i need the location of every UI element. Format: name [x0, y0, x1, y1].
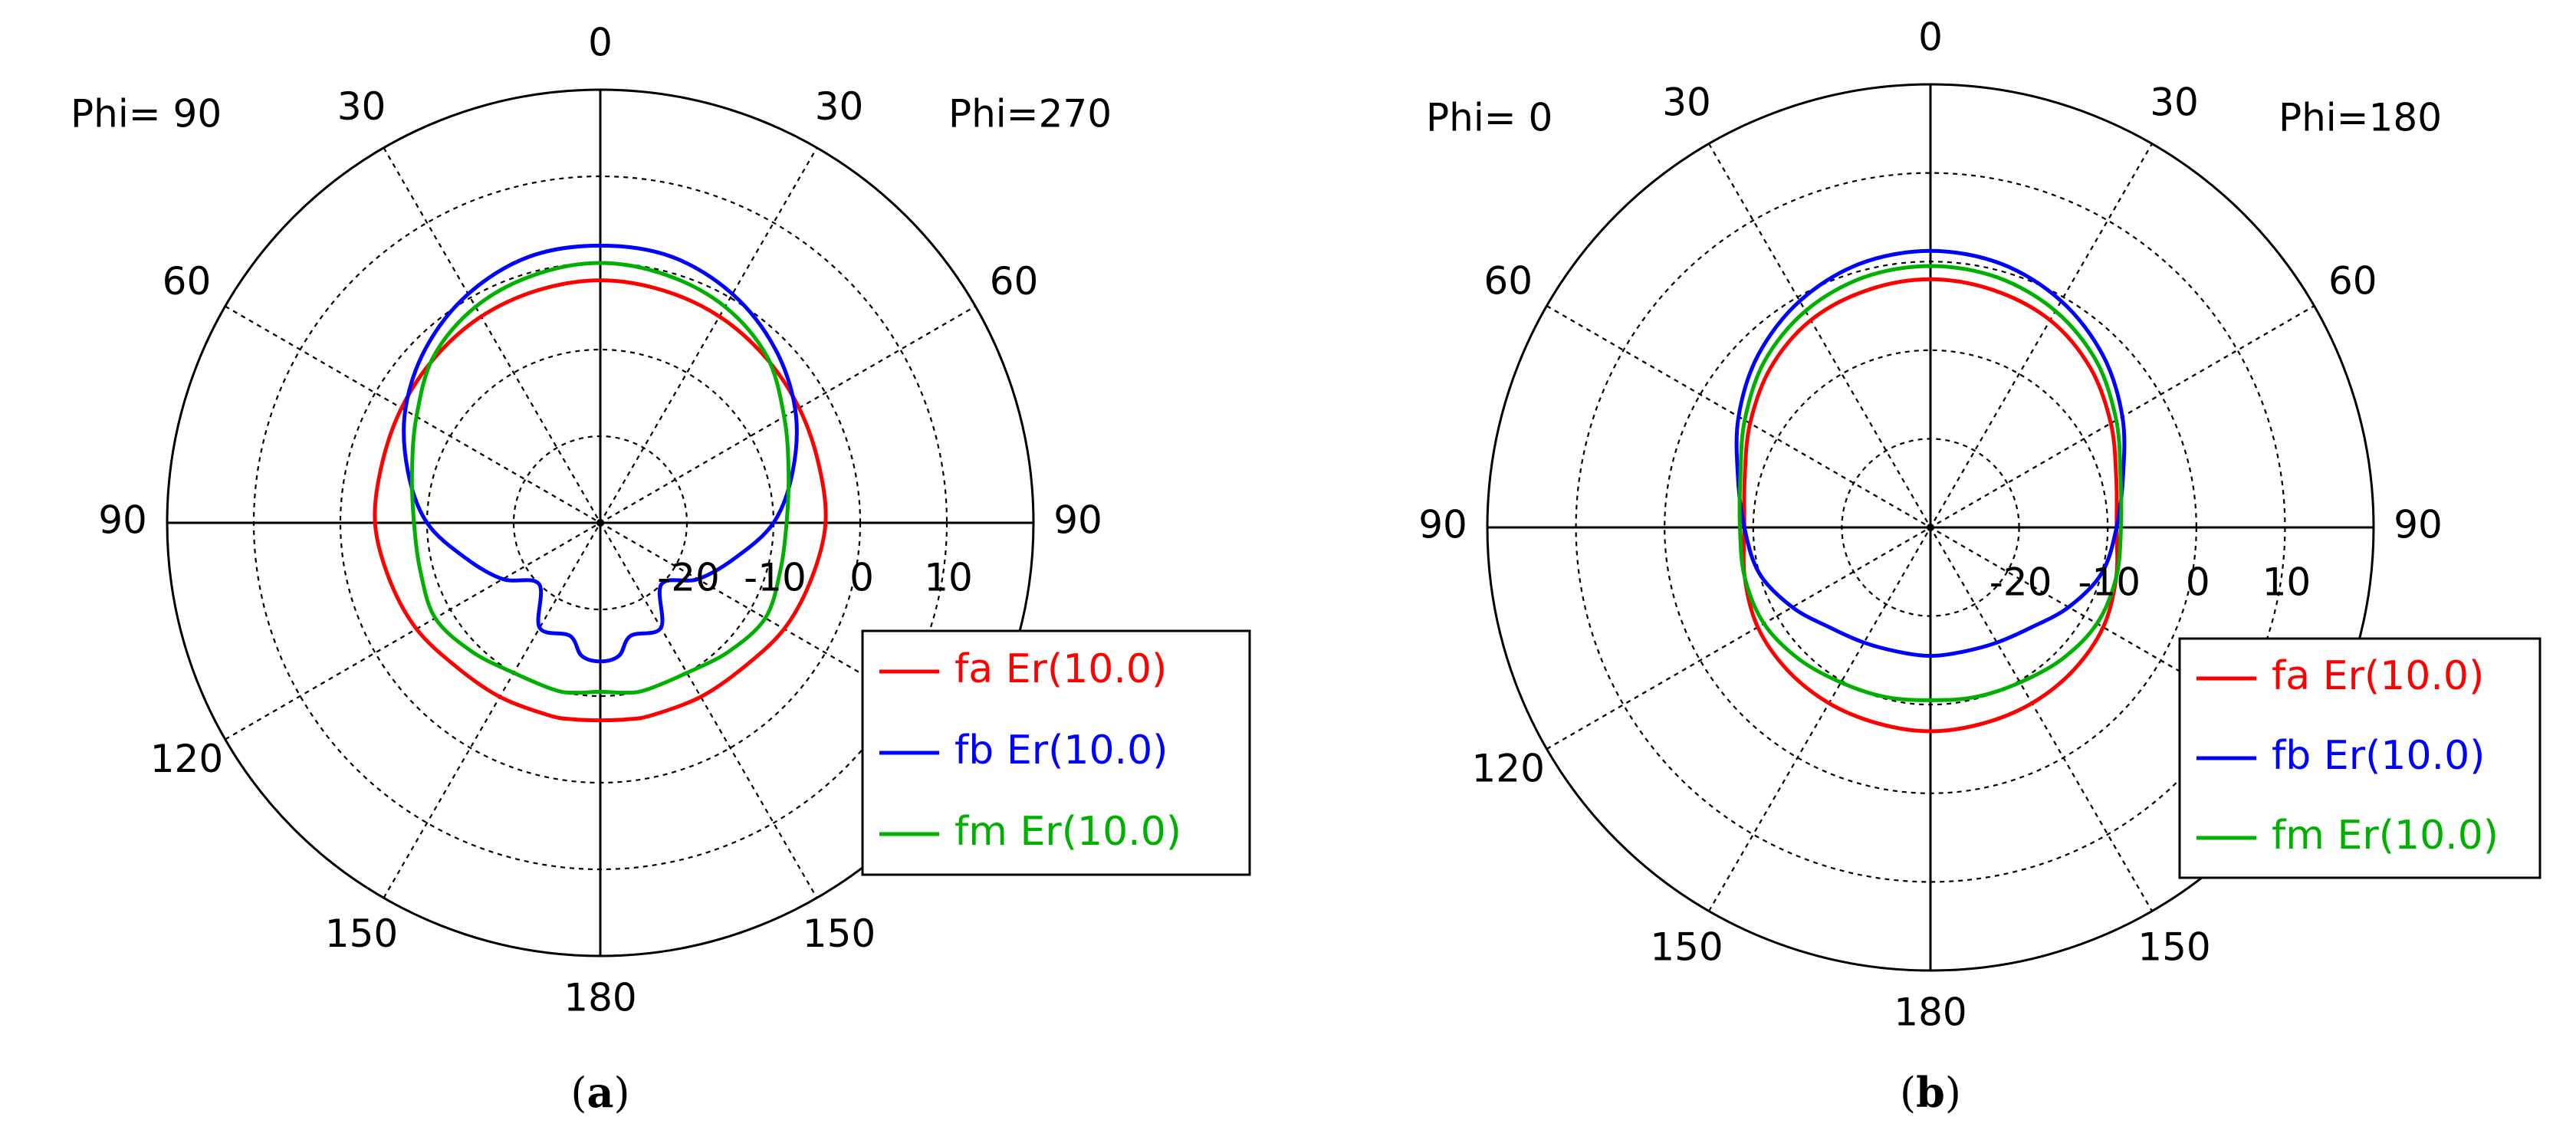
legend-entry: fm Er(10.0) — [955, 809, 1181, 855]
radial-tick-label: -10 — [744, 556, 807, 600]
angle-tick-label: 150 — [2137, 925, 2210, 969]
phi-right-label: Phi=180 — [2279, 96, 2442, 140]
angle-tick-label: 90 — [1053, 498, 1102, 543]
legend-entry: fb Er(10.0) — [2272, 733, 2485, 779]
radial-tick-label: 10 — [924, 556, 973, 600]
angle-tick-label: 60 — [990, 259, 1039, 304]
angle-tick-label: 30 — [815, 84, 864, 129]
series-line-fm — [1737, 264, 2124, 702]
angle-tick-label: 60 — [1484, 259, 1533, 304]
angle-tick-label: 120 — [150, 737, 223, 781]
series-line-fa — [373, 278, 828, 723]
angle-tick-label: 60 — [163, 259, 212, 304]
legend-entry: fb Er(10.0) — [955, 728, 1168, 773]
angle-tick-label: 90 — [98, 498, 147, 543]
angle-tick-label: 90 — [1418, 503, 1467, 547]
angle-tick-label: 120 — [1471, 747, 1544, 791]
angle-tick-label: 90 — [2394, 503, 2443, 547]
legend-entry: fa Er(10.0) — [2272, 653, 2484, 699]
legend-entry: fa Er(10.0) — [955, 646, 1167, 692]
angle-tick-label: 150 — [1650, 925, 1723, 969]
polar-chart-a: 0306090120150180150120906030-20-10010Phi… — [71, 21, 1251, 1117]
center-dot — [596, 519, 604, 527]
phi-left-label: Phi= 90 — [71, 92, 222, 136]
center-dot — [1927, 524, 1934, 531]
series-line-fm — [409, 261, 791, 695]
angle-tick-label: 180 — [564, 976, 636, 1020]
angle-tick-label: 30 — [337, 84, 386, 129]
radial-tick-label: -20 — [1990, 560, 2052, 605]
radial-tick-label: -20 — [657, 556, 720, 600]
legend: fa Er(10.0) fb Er(10.0) fm Er(10.0) — [2178, 637, 2542, 879]
series-line-fb — [1734, 248, 2127, 659]
panel-caption: (a) — [570, 1068, 629, 1117]
angle-tick-label: 150 — [803, 911, 876, 956]
radial-tick-label: -10 — [2078, 560, 2141, 605]
angle-tick-label: 30 — [2150, 80, 2199, 125]
series-line-fa — [1741, 277, 2120, 734]
series-line-fb — [402, 243, 799, 664]
angle-tick-label: 30 — [1662, 80, 1711, 125]
angle-tick-label: 0 — [1918, 15, 1943, 60]
radial-tick-label: 10 — [2262, 560, 2312, 605]
panel-caption-letter: b — [1916, 1068, 1945, 1117]
panel-caption: (b) — [1900, 1068, 1961, 1117]
radial-tick-label: 0 — [849, 556, 874, 600]
phi-right-label: Phi=270 — [948, 92, 1112, 136]
angle-tick-label: 0 — [588, 21, 613, 65]
radial-tick-label: 0 — [2186, 560, 2210, 605]
angle-tick-label: 180 — [1894, 990, 1967, 1035]
angle-tick-label: 60 — [2328, 259, 2377, 304]
polar-chart-b: 0306090120150180150120906030-20-10010Phi… — [1418, 15, 2542, 1117]
panel-caption-letter: a — [587, 1068, 614, 1117]
phi-left-label: Phi= 0 — [1426, 96, 1552, 140]
legend-entry: fm Er(10.0) — [2272, 813, 2499, 859]
legend: fa Er(10.0) fb Er(10.0) fm Er(10.0) — [861, 629, 1251, 876]
angle-tick-label: 150 — [325, 911, 398, 956]
